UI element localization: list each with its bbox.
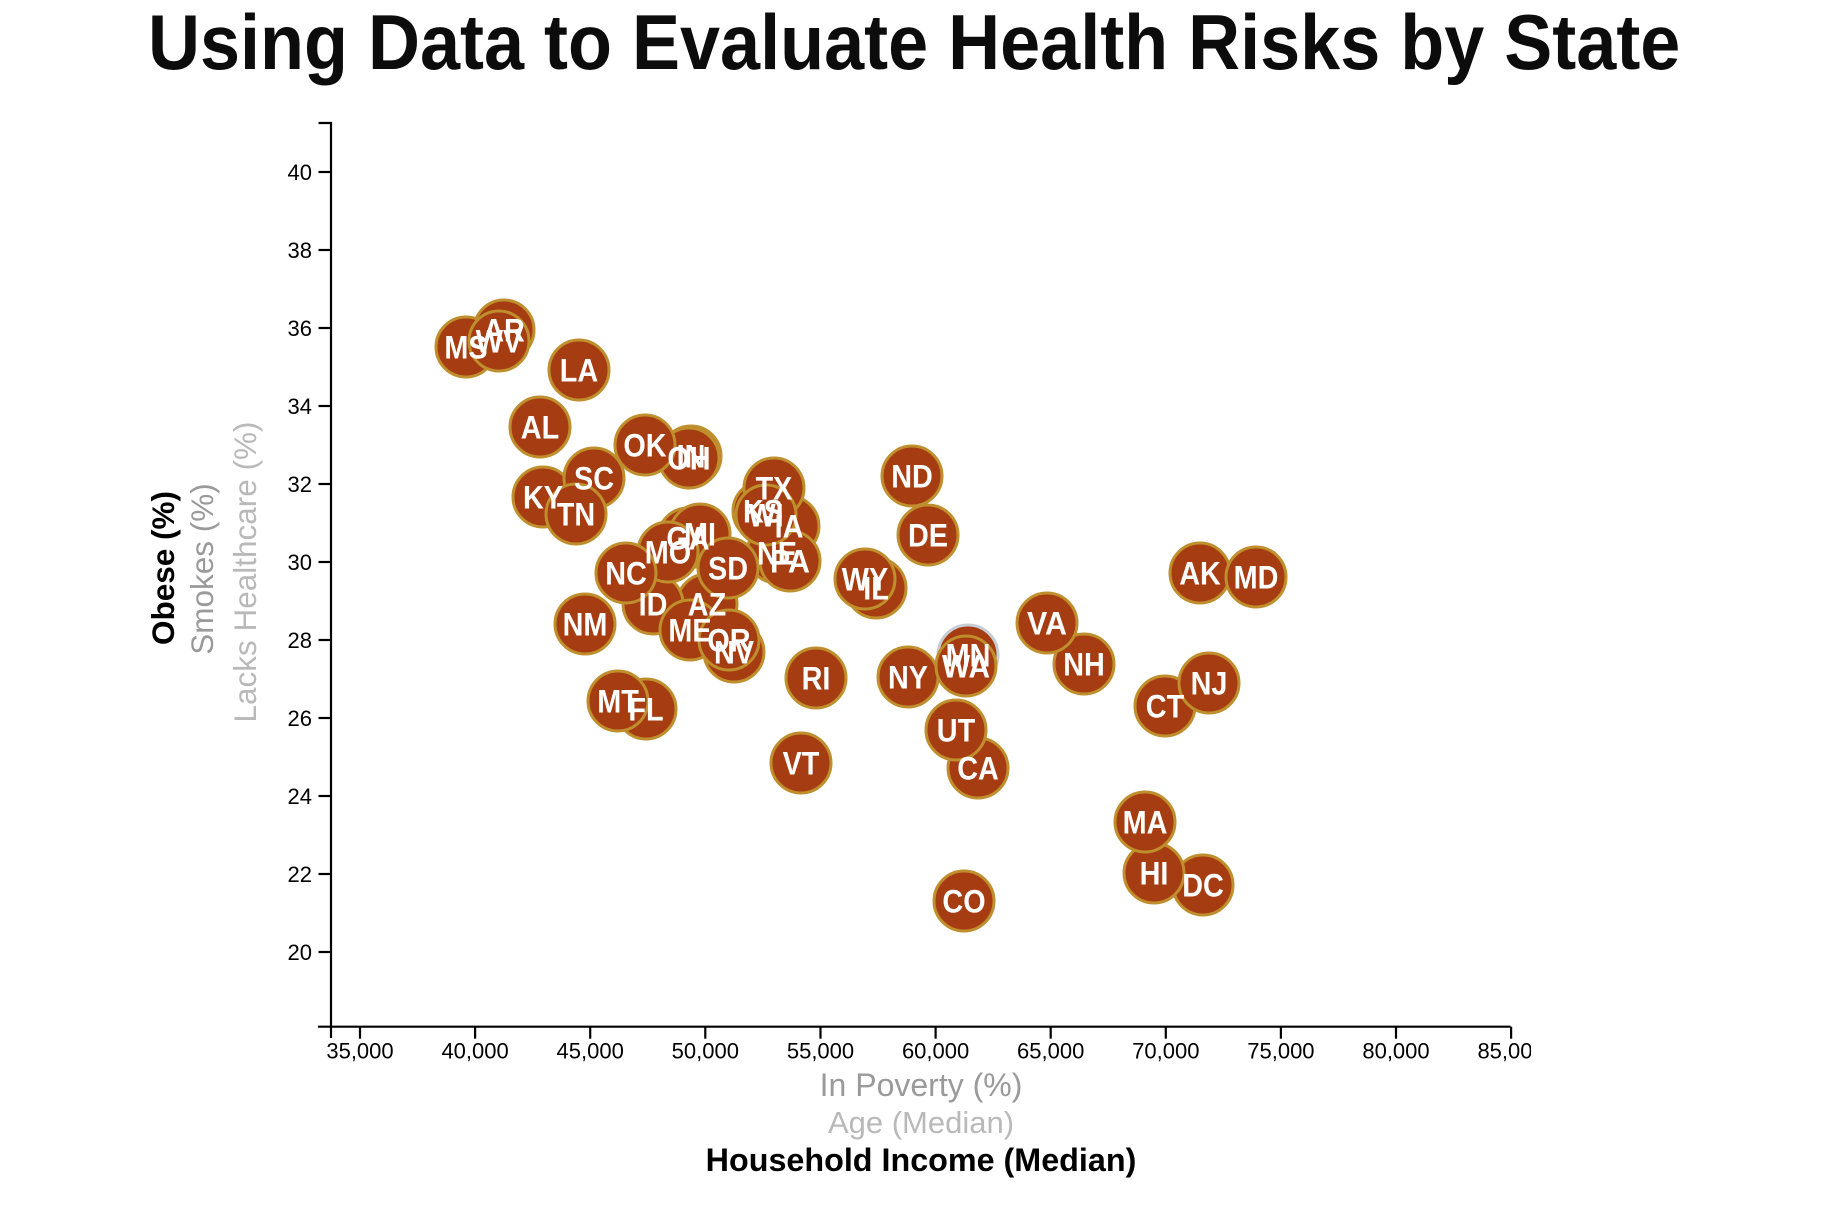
svg-text:Lacks Healthcare (%): Lacks Healthcare (%) (227, 421, 263, 722)
svg-text:OH: OH (667, 441, 710, 477)
svg-text:Household Income (Median): Household Income (Median) (706, 1142, 1137, 1178)
svg-text:HI: HI (1140, 856, 1169, 892)
svg-text:FL: FL (628, 692, 663, 728)
svg-text:35,000: 35,000 (326, 1039, 393, 1064)
svg-text:NC: NC (605, 556, 647, 592)
svg-text:NM: NM (563, 607, 608, 643)
svg-text:WV: WV (476, 324, 523, 360)
svg-text:24: 24 (288, 784, 312, 809)
svg-text:MN: MN (946, 638, 991, 674)
svg-text:GA: GA (666, 521, 709, 557)
svg-text:WA: WA (942, 649, 990, 685)
svg-text:60,000: 60,000 (902, 1039, 969, 1064)
svg-text:ID: ID (639, 587, 668, 623)
svg-text:DE: DE (908, 518, 948, 554)
svg-text:UT: UT (937, 713, 976, 749)
svg-text:CO: CO (942, 884, 985, 920)
svg-text:AR: AR (483, 313, 525, 349)
svg-text:26: 26 (288, 706, 312, 731)
svg-text:MT: MT (597, 684, 639, 720)
svg-text:MO: MO (645, 535, 691, 571)
svg-text:NY: NY (888, 660, 928, 696)
svg-text:40,000: 40,000 (441, 1039, 508, 1064)
svg-text:WI: WI (748, 498, 783, 534)
svg-text:SD: SD (708, 551, 748, 587)
svg-text:KS: KS (743, 494, 783, 530)
svg-text:VA: VA (1027, 606, 1067, 642)
svg-text:CA: CA (957, 751, 999, 787)
svg-text:SC: SC (574, 461, 614, 497)
svg-text:LA: LA (560, 353, 598, 389)
svg-text:NH: NH (1063, 647, 1105, 683)
svg-text:45,000: 45,000 (557, 1039, 624, 1064)
svg-text:RI: RI (802, 661, 831, 697)
svg-text:AZ: AZ (688, 587, 726, 623)
svg-text:AK: AK (1179, 556, 1221, 592)
svg-text:Age (Median): Age (Median) (828, 1105, 1014, 1140)
svg-text:CT: CT (1146, 689, 1185, 725)
svg-text:ME: ME (668, 613, 711, 649)
svg-text:IN: IN (677, 439, 706, 475)
svg-text:WY: WY (842, 562, 888, 598)
svg-text:38: 38 (288, 238, 312, 263)
svg-text:OK: OK (623, 428, 666, 464)
svg-text:In Poverty (%): In Poverty (%) (820, 1067, 1023, 1103)
svg-text:22: 22 (288, 862, 312, 887)
svg-text:AL: AL (521, 410, 559, 446)
svg-text:VT: VT (783, 746, 820, 782)
svg-text:20: 20 (288, 940, 312, 965)
svg-text:MD: MD (1234, 560, 1279, 596)
svg-text:36: 36 (288, 316, 312, 341)
svg-text:IL: IL (863, 571, 889, 607)
svg-text:32: 32 (288, 472, 312, 497)
svg-text:40: 40 (288, 160, 312, 185)
svg-text:NJ: NJ (1191, 666, 1228, 702)
svg-text:55,000: 55,000 (787, 1039, 854, 1064)
svg-text:PA: PA (770, 544, 810, 580)
svg-text:70,000: 70,000 (1132, 1039, 1199, 1064)
svg-text:28: 28 (288, 628, 312, 653)
svg-text:50,000: 50,000 (672, 1039, 739, 1064)
svg-text:MS: MS (444, 330, 487, 366)
svg-text:OR: OR (707, 623, 750, 659)
svg-text:85,000: 85,000 (1477, 1039, 1531, 1064)
svg-text:34: 34 (288, 394, 312, 419)
svg-text:30: 30 (288, 550, 312, 575)
svg-text:Smokes (%): Smokes (%) (184, 483, 220, 655)
svg-text:TN: TN (557, 497, 595, 533)
svg-text:TX: TX (756, 471, 793, 507)
svg-text:Obese (%): Obese (%) (145, 491, 181, 645)
svg-text:65,000: 65,000 (1017, 1039, 1084, 1064)
svg-text:NE: NE (757, 536, 797, 572)
svg-text:NV: NV (714, 635, 755, 671)
svg-text:ND: ND (891, 459, 933, 495)
svg-text:MI: MI (684, 517, 716, 553)
svg-text:KY: KY (523, 480, 563, 516)
svg-text:DC: DC (1182, 868, 1224, 904)
svg-text:IA: IA (775, 509, 804, 545)
svg-text:80,000: 80,000 (1362, 1039, 1429, 1064)
svg-text:MA: MA (1123, 805, 1168, 841)
svg-text:75,000: 75,000 (1247, 1039, 1314, 1064)
